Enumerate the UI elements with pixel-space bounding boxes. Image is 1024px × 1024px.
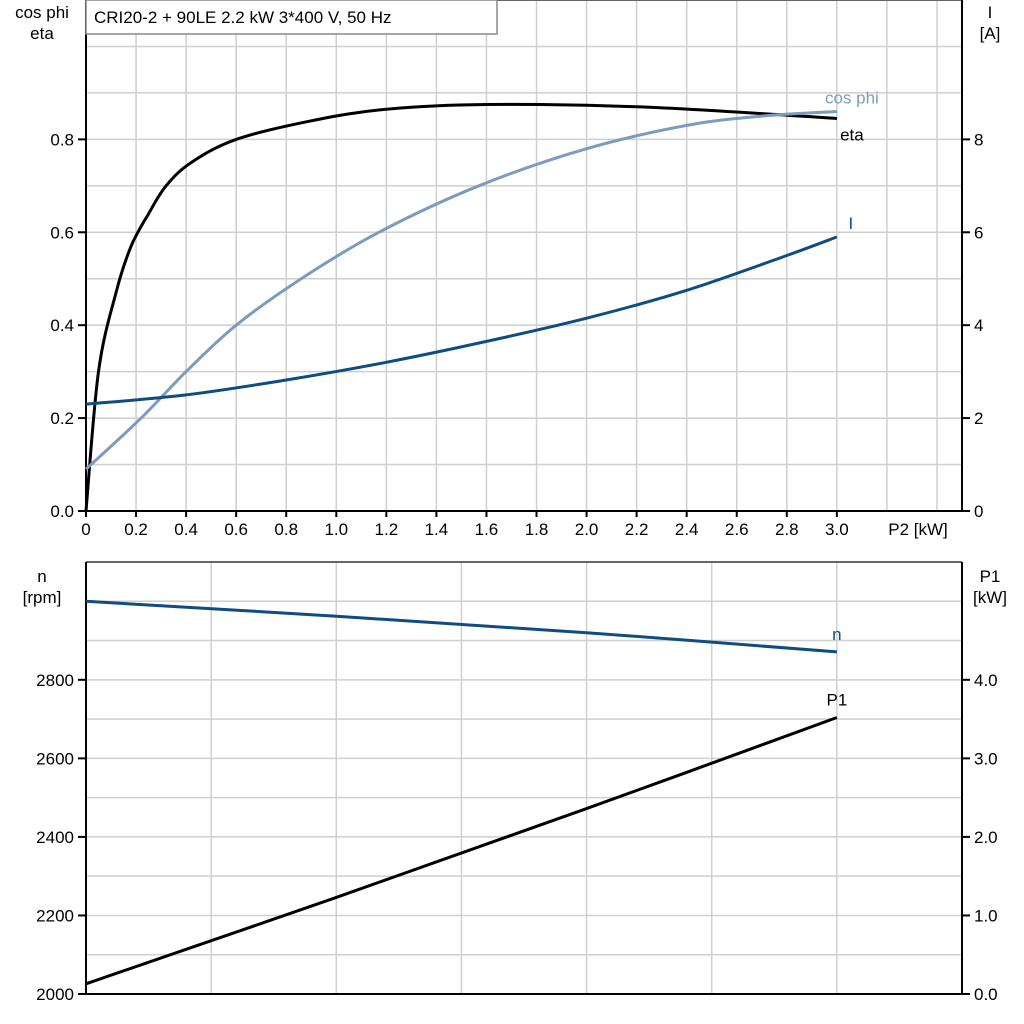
y-tick-label-left: 2200 bbox=[36, 906, 74, 925]
y-axis-label-right-unit: [kW] bbox=[973, 588, 1007, 607]
y-tick-label-right: 1.0 bbox=[974, 906, 998, 925]
x-tick-label: 3.0 bbox=[825, 520, 849, 539]
x-tick-label: 2.0 bbox=[575, 520, 599, 539]
series-label-P1: P1 bbox=[827, 691, 848, 710]
series-label-eta: eta bbox=[840, 126, 864, 145]
top-chart: 0.0 0.2 0.4 0.6 0.8 0 2 4 6 8 cos phi eta I [A] 0 0.2 0.… bbox=[15, 0, 1000, 539]
y-tick-label-left: 0.4 bbox=[50, 316, 74, 335]
y-axis-label-left-unit: eta bbox=[30, 24, 54, 43]
y-tick-label-right: 0.0 bbox=[974, 985, 998, 1004]
x-tick-label: 0.8 bbox=[274, 520, 298, 539]
x-tick-label: 2.6 bbox=[725, 520, 749, 539]
y-axis-label-left-unit: [rpm] bbox=[23, 588, 62, 607]
bottom-chart: 2000 2200 2400 2600 2800 0.0 1.0 2.0 3.0 4.0 n [rpm… bbox=[23, 561, 1007, 1004]
y-axis-label-right-unit: [A] bbox=[980, 24, 1001, 43]
y-tick-label-left: 0.2 bbox=[50, 409, 74, 428]
x-tick-label: 1.2 bbox=[375, 520, 399, 539]
series-n bbox=[85, 599, 838, 654]
y-tick-label-right: 6 bbox=[974, 223, 983, 242]
y-tick-label-right: 0 bbox=[974, 502, 983, 521]
y-tick-label-right: 2 bbox=[974, 409, 983, 428]
y-tick-label-left: 0.0 bbox=[50, 502, 74, 521]
x-tick-label: 1.6 bbox=[475, 520, 499, 539]
chart-title: CRI20-2 + 90LE 2.2 kW 3*400 V, 50 Hz bbox=[94, 8, 392, 27]
x-axis-label: P2 [kW] bbox=[888, 520, 948, 539]
y-tick-label-left: 0.6 bbox=[50, 223, 74, 242]
series-P1 bbox=[85, 716, 838, 986]
y-tick-label-left: 2600 bbox=[36, 749, 74, 768]
x-tick-label: 2.8 bbox=[775, 520, 799, 539]
y-tick-label-right: 2.0 bbox=[974, 828, 998, 847]
series-eta bbox=[84, 102, 837, 512]
y-tick-label-left: 0.8 bbox=[50, 130, 74, 149]
y-tick-label-left: 2400 bbox=[36, 828, 74, 847]
x-tick-label: 1.4 bbox=[425, 520, 449, 539]
y-axis-label-left: n bbox=[37, 567, 46, 586]
x-tick-label: 2.2 bbox=[625, 520, 649, 539]
y-tick-label-right: 8 bbox=[974, 130, 983, 149]
y-tick-label-left: 2000 bbox=[36, 985, 74, 1004]
x-tick-label: 0.4 bbox=[174, 520, 198, 539]
y-tick-label-left: 2800 bbox=[36, 671, 74, 690]
series-label-I: I bbox=[849, 214, 854, 233]
title-box bbox=[85, 0, 498, 35]
y-tick-label-right: 3.0 bbox=[974, 749, 998, 768]
y-axis-label-right: I bbox=[988, 3, 993, 22]
x-tick-label: 2.4 bbox=[675, 520, 699, 539]
y-axis-label-right: P1 bbox=[980, 567, 1001, 586]
x-tick-label: 1.0 bbox=[324, 520, 348, 539]
y-axis-label-left: cos phi bbox=[15, 3, 69, 22]
y-tick-label-right: 4.0 bbox=[974, 671, 998, 690]
x-tick-label: 1.8 bbox=[525, 520, 549, 539]
series-cos-phi bbox=[84, 110, 837, 471]
series-label-n: n bbox=[832, 625, 841, 644]
series-label-cos-phi: cos phi bbox=[825, 89, 879, 108]
x-tick-label: 0.6 bbox=[224, 520, 248, 539]
series-I bbox=[85, 235, 838, 406]
x-tick-label: 0.2 bbox=[124, 520, 148, 539]
y-tick-label-right: 4 bbox=[974, 316, 983, 335]
x-tick-label: 0 bbox=[81, 520, 90, 539]
